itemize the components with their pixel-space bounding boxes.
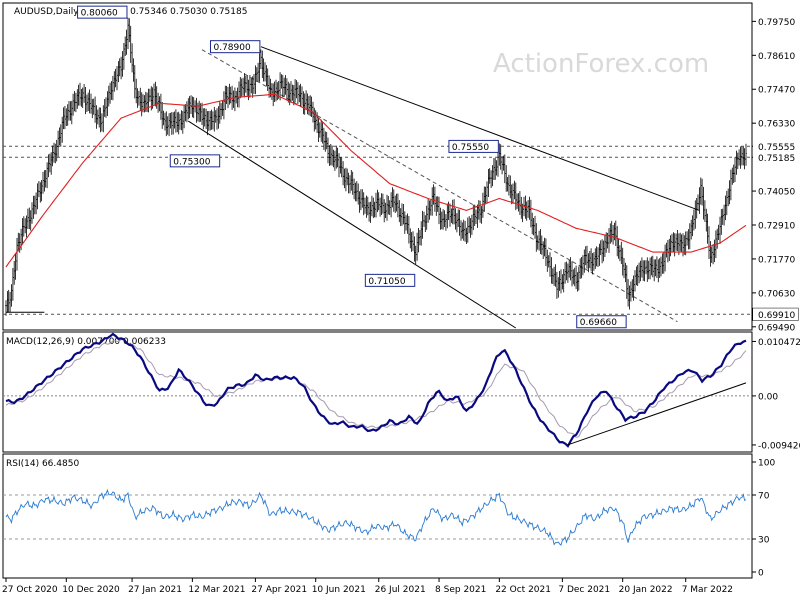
x-label-1: 10 Dec 2020 <box>62 585 120 595</box>
price-annotation-4: 0.71050 <box>364 273 416 287</box>
macd-series-layer <box>3 332 752 448</box>
price-y-label-5: 0.75185 <box>758 154 795 164</box>
price-annotation-1: 0.78900 <box>209 40 261 54</box>
chart-symbol: AUDUSD,Daily <box>14 7 79 17</box>
macd-main-line <box>5 332 747 448</box>
price-y-label-6: 0.74050 <box>758 188 795 198</box>
macd-panel[interactable] <box>2 331 753 453</box>
price-panel[interactable] <box>2 2 753 331</box>
price-trendline-1 <box>260 46 700 211</box>
x-label-5: 10 Jun 2021 <box>312 585 366 595</box>
price-y-label-8: 0.71770 <box>758 255 795 265</box>
x-label-4: 27 Apr 2021 <box>251 585 307 595</box>
price-y-label-1: 0.78610 <box>758 52 795 62</box>
svg-text:0.75300: 0.75300 <box>173 157 210 167</box>
price-trendline-3 <box>201 49 678 323</box>
svg-text:0.78900: 0.78900 <box>213 43 250 53</box>
x-label-2: 27 Jan 2021 <box>128 585 182 595</box>
chart-ohlc: 0.75046 0.75346 0.75030 0.75185 <box>90 7 247 17</box>
price-series-layer: 0.80060 0.78900 0.75300 0.75550 0.71050 0.696… <box>3 5 799 329</box>
rsi-series-layer <box>3 488 752 546</box>
svg-text:0.69660: 0.69660 <box>580 318 617 328</box>
price-annotation-3: 0.75550 <box>448 139 499 153</box>
x-label-6: 26 Jul 2021 <box>375 585 426 595</box>
price-y-label-10: 0.69910 <box>758 311 795 321</box>
svg-text:0.80060: 0.80060 <box>81 9 118 19</box>
rsi-panel[interactable] <box>2 453 753 579</box>
rsi-y-label-3: 0 <box>758 569 764 579</box>
x-label-11: 7 Mar 2022 <box>682 585 733 595</box>
rsi-line <box>5 488 747 546</box>
rsi-title: RSI(14) 66.4850 <box>6 459 79 469</box>
x-label-0: 27 Oct 2020 <box>2 585 58 595</box>
x-label-8: 22 Oct 2021 <box>495 585 551 595</box>
rsi-y-label-2: 30 <box>758 536 770 546</box>
price-y-label-3: 0.76330 <box>758 120 795 130</box>
svg-text:0.75550: 0.75550 <box>452 143 489 153</box>
price-y-label-11: 0.69490 <box>758 323 795 333</box>
price-y-label-4: 0.75555 <box>758 143 795 153</box>
macd-title: MACD(12,26,9) 0.007700 0.006233 <box>6 337 166 347</box>
x-label-10: 20 Jan 2022 <box>619 585 673 595</box>
price-annotation-2: 0.75300 <box>169 154 221 168</box>
macd-y-label-2: -0.009426 <box>758 441 800 451</box>
macd-y-label-1: 0.00 <box>758 392 778 402</box>
x-label-7: 8 Sep 2021 <box>435 585 486 595</box>
axis-layer: 0.79750 0.78610 0.77470 0.76330 0.755550.751… <box>2 18 800 595</box>
price-y-label-0: 0.79750 <box>758 18 795 28</box>
price-y-label-9: 0.70630 <box>758 289 795 299</box>
price-y-label-bg-10 <box>753 308 798 321</box>
price-y-label-2: 0.77470 <box>758 86 795 96</box>
price-annotation-0: 0.80060 <box>77 5 128 19</box>
x-label-9: 7 Dec 2021 <box>558 585 610 595</box>
price-moving-average <box>5 93 747 268</box>
price-y-label-7: 0.72910 <box>758 221 795 231</box>
x-label-3: 12 Mar 2021 <box>188 585 245 595</box>
rsi-y-label-0: 100 <box>758 459 775 469</box>
price-y-label-bg-4 <box>753 140 798 153</box>
price-trendline-2 <box>187 120 517 329</box>
watermark: ActionForex.com <box>493 49 709 79</box>
price-y-label-bg-5 <box>753 151 798 164</box>
macd-trendline <box>567 382 747 446</box>
price-annotation-5: 0.69660 <box>576 315 627 329</box>
macd-y-label-0: 0.010472 <box>758 338 800 348</box>
price-ohlc-bars <box>5 17 747 316</box>
rsi-y-label-1: 70 <box>758 492 770 502</box>
svg-text:0.71050: 0.71050 <box>368 277 405 287</box>
